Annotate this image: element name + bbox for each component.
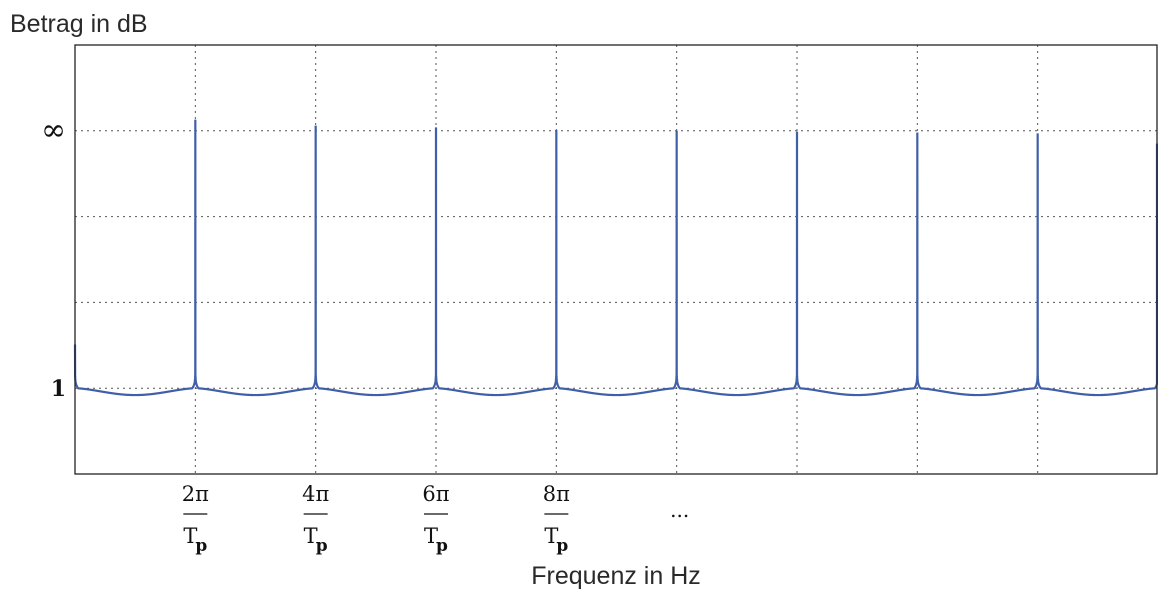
series-line	[73, 119, 1158, 397]
x-tick-denominator: T	[304, 524, 318, 548]
x-tick-subscript: p	[316, 536, 328, 556]
x-tick-subscript: p	[556, 536, 568, 556]
grid	[75, 45, 1158, 474]
x-tick-denominator: T	[544, 524, 558, 548]
x-tick-numerator: 4π	[302, 482, 329, 506]
x-tick-subscript: p	[195, 536, 207, 556]
x-tick-label-2: 4π Tp	[302, 482, 329, 556]
x-axis-label: Frequenz in Hz	[531, 562, 701, 590]
y-tick-label-1: 1	[51, 376, 66, 402]
y-axis-label: Betrag in dB	[10, 10, 148, 38]
x-tick-label-1: 2π Tp	[182, 482, 209, 556]
y-tick-label-2: ∞	[41, 113, 66, 148]
x-tick-numerator: 8π	[543, 482, 570, 506]
x-tick-ellipsis: ...	[670, 498, 689, 522]
y-ticks: 1∞	[41, 113, 66, 402]
x-ticks: 2π Tp 4π Tp 6π Tp 8π Tp...	[182, 482, 689, 556]
x-tick-label-3: 6π Tp	[422, 482, 449, 556]
x-tick-label-4: 8π Tp	[543, 482, 570, 556]
plot-frame	[74, 44, 1158, 475]
x-tick-denominator: T	[183, 524, 197, 548]
x-tick-label-5: ...	[670, 498, 689, 522]
x-tick-denominator: T	[424, 524, 438, 548]
x-tick-numerator: 2π	[182, 482, 209, 506]
x-tick-subscript: p	[436, 536, 448, 556]
x-tick-numerator: 6π	[422, 482, 449, 506]
